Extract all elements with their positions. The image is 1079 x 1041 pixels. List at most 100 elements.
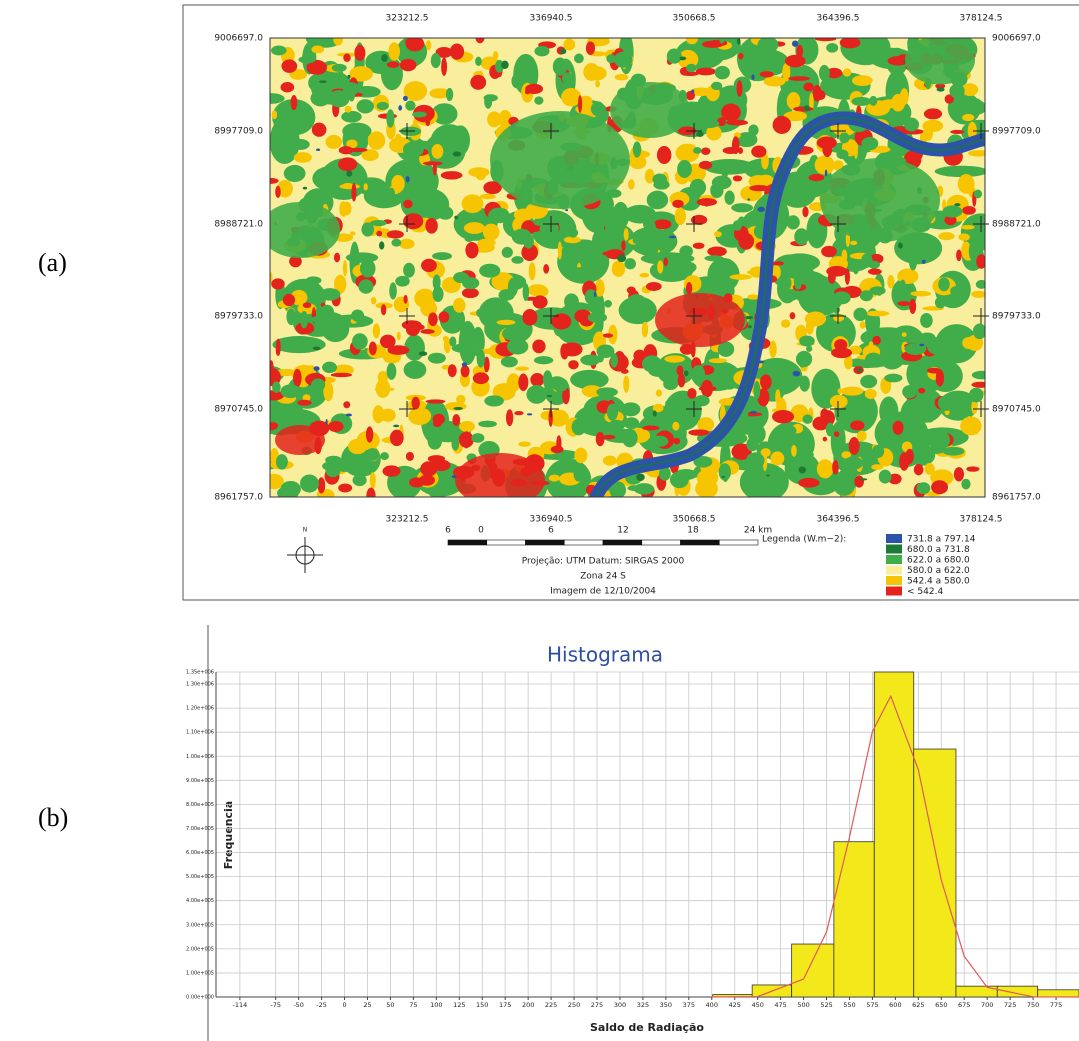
- map-patch: [477, 349, 486, 368]
- map-patch: [938, 277, 949, 291]
- map-patch: [679, 56, 686, 60]
- map-patch: [922, 260, 926, 264]
- map-patch: [399, 239, 415, 249]
- map-patch: [860, 375, 877, 388]
- map-patch: [916, 239, 924, 252]
- y-tick-label: 0.00e+000: [186, 995, 214, 1001]
- map-patch: [272, 382, 281, 393]
- map-patch: [969, 388, 984, 403]
- map-patch: [943, 205, 963, 217]
- map-patch: [612, 260, 625, 276]
- map-patch: [865, 353, 881, 366]
- map-patch: [809, 174, 825, 181]
- map-patch: [403, 213, 423, 229]
- map-patch: [280, 481, 300, 497]
- map-patch: [381, 54, 388, 62]
- map-patch: [603, 435, 615, 440]
- map-patch: [451, 437, 459, 451]
- map-patch: [966, 466, 979, 471]
- map-patch: [675, 208, 686, 226]
- map-patch: [433, 199, 448, 211]
- map-patch: [773, 116, 792, 134]
- map-patch: [850, 241, 857, 245]
- map-patch: [591, 101, 605, 116]
- map-patch: [794, 228, 808, 245]
- map-patch: [308, 75, 323, 92]
- map-patch: [419, 475, 435, 486]
- map-patch: [597, 345, 615, 358]
- x-coordinate: 336940.5: [530, 515, 573, 525]
- map-patch: [961, 479, 970, 490]
- x-tick-label: 500: [797, 1001, 809, 1009]
- y-tick-label: 6.00e+005: [186, 850, 214, 856]
- map-patch: [935, 297, 946, 309]
- map-patch: [971, 291, 986, 298]
- map-patch: [432, 252, 452, 260]
- map-patch: [633, 237, 643, 244]
- map-patch: [305, 276, 321, 284]
- map-patch: [432, 144, 444, 159]
- map-patch: [428, 455, 445, 462]
- map-patch: [345, 106, 352, 113]
- map-patch: [919, 332, 936, 343]
- map-patch: [868, 261, 880, 269]
- map-patch: [918, 388, 925, 394]
- map-patch: [710, 183, 723, 198]
- map-patch: [686, 64, 697, 73]
- map-patch: [825, 170, 828, 177]
- map-patch: [653, 411, 657, 417]
- map-patch: [828, 270, 836, 283]
- map-patch: [733, 175, 742, 181]
- map-patch: [843, 68, 851, 76]
- map-patch: [406, 323, 420, 336]
- scale-segment: [681, 540, 720, 545]
- map-patch: [686, 282, 692, 294]
- map-patch: [709, 358, 727, 363]
- map-patch: [853, 261, 859, 274]
- map-patch: [624, 228, 629, 241]
- map-patch: [534, 356, 553, 364]
- map-patch: [954, 467, 964, 481]
- map-patch: [799, 376, 809, 392]
- map-patch: [540, 221, 559, 237]
- x-tick-label: 625: [912, 1001, 924, 1009]
- projection: Projeção: UTM Datum: SIRGAS 2000: [522, 557, 685, 567]
- map-patch: [831, 348, 852, 359]
- x-coordinate: 350668.5: [673, 515, 716, 525]
- map-patch: [714, 231, 722, 237]
- map-patch: [958, 174, 975, 194]
- y-coordinate: 8997709.0: [214, 127, 263, 137]
- map-patch: [624, 258, 636, 269]
- x-coordinate: 323212.5: [386, 515, 429, 525]
- bar: [834, 842, 874, 997]
- map-patch: [397, 332, 401, 341]
- x-tick-label: 300: [614, 1001, 626, 1009]
- map-patch: [543, 264, 549, 274]
- map-patch: [312, 123, 327, 137]
- map-patch: [574, 54, 584, 64]
- map-patch: [560, 343, 569, 359]
- x-tick-label: -114: [232, 1001, 247, 1009]
- map-patch: [919, 344, 924, 347]
- map-patch: [600, 235, 611, 248]
- map-patch: [471, 433, 484, 443]
- map-patch: [857, 369, 862, 373]
- map-patch: [488, 207, 510, 223]
- map-patch: [893, 421, 904, 435]
- image-date: Imagem de 12/10/2004: [550, 587, 656, 597]
- bar: [1038, 990, 1079, 997]
- map-patch: [836, 149, 848, 159]
- map-patch: [328, 421, 344, 432]
- map-patch: [843, 457, 863, 470]
- map-patch: [338, 157, 357, 171]
- y-tick-label: 9.00e+005: [186, 778, 214, 784]
- map-patch: [691, 90, 694, 94]
- map-patch: [830, 395, 848, 408]
- map-patch: [610, 82, 690, 138]
- map-patch: [826, 423, 835, 437]
- scale-segment: [603, 540, 642, 545]
- map-patch: [449, 336, 456, 346]
- map-patch: [707, 246, 726, 256]
- legend-swatch: [886, 545, 902, 554]
- map-patch: [664, 257, 668, 266]
